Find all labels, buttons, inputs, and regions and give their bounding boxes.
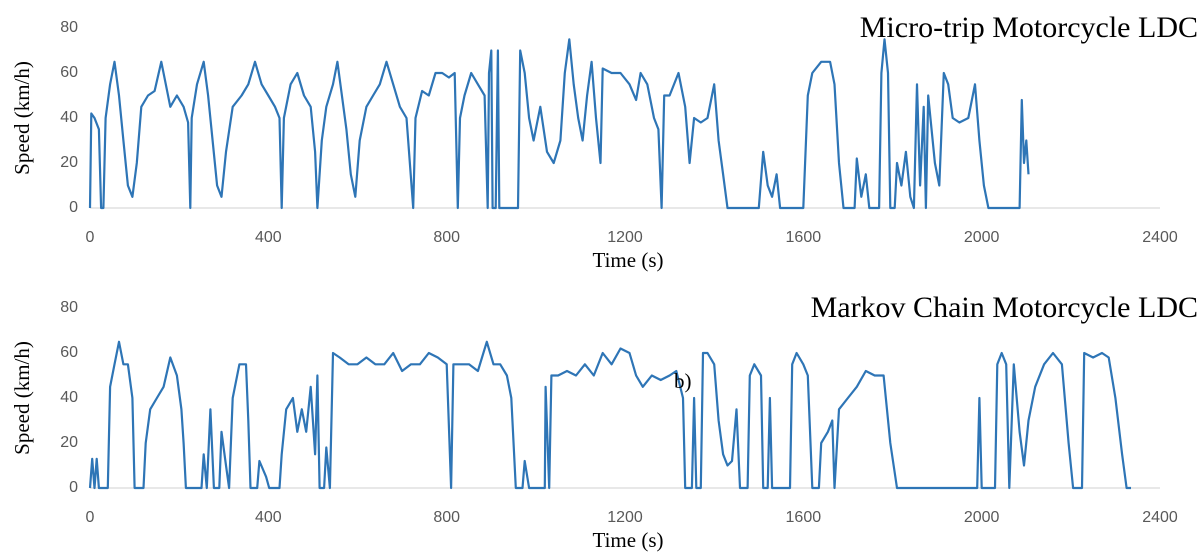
x-tick-label: 1600	[786, 229, 822, 246]
y-tick-label: 20	[60, 434, 78, 451]
x-tick-label: 0	[86, 509, 95, 526]
y-tick-label: 40	[60, 109, 78, 126]
chart-title: Markov Chain Motorcycle LDC	[811, 291, 1198, 324]
y-tick-label: 80	[60, 19, 78, 36]
x-tick-label: 1200	[607, 229, 643, 246]
annotation: b)	[674, 369, 692, 393]
y-tick-label: 80	[60, 299, 78, 316]
y-tick-label: 60	[60, 64, 78, 81]
x-tick-label: 400	[255, 229, 282, 246]
speed-line	[88, 38, 1030, 210]
x-tick-label: 2000	[964, 509, 1000, 526]
y-tick-label: 60	[60, 344, 78, 361]
x-tick-label: 0	[86, 229, 95, 246]
x-tick-label: 400	[255, 509, 282, 526]
y-tick-label: 20	[60, 154, 78, 171]
x-tick-label: 2400	[1142, 509, 1178, 526]
x-axis-label: Time (s)	[593, 248, 664, 272]
chart-title: Micro-trip Motorcycle LDC	[860, 11, 1198, 44]
y-axis-label: Speed (km/h)	[10, 341, 34, 455]
y-axis-label: Speed (km/h)	[10, 61, 34, 175]
x-tick-label: 2400	[1142, 229, 1178, 246]
x-tick-label: 1600	[786, 509, 822, 526]
x-tick-label: 2000	[964, 229, 1000, 246]
speed-line	[88, 340, 1131, 490]
y-tick-label: 40	[60, 389, 78, 406]
y-tick-label: 0	[69, 199, 78, 216]
y-tick-label: 0	[69, 479, 78, 496]
x-tick-label: 800	[433, 229, 460, 246]
x-tick-label: 1200	[607, 509, 643, 526]
x-tick-label: 800	[433, 509, 460, 526]
x-axis-label: Time (s)	[593, 528, 664, 552]
